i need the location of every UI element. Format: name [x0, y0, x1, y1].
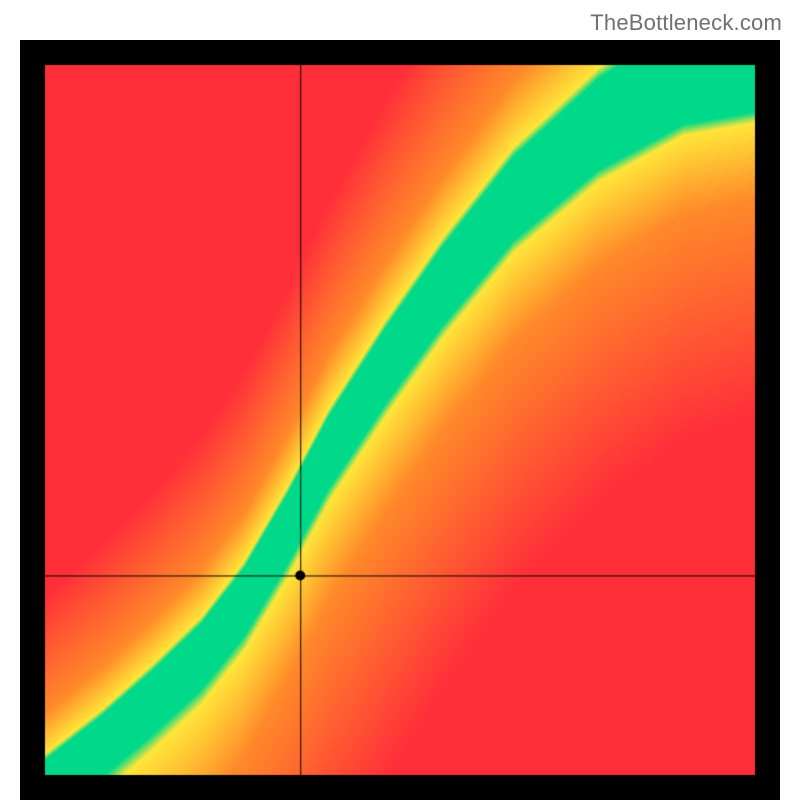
chart-container: TheBottleneck.com — [0, 0, 800, 800]
bottleneck-heatmap — [20, 40, 780, 800]
heatmap-frame — [0, 40, 800, 800]
watermark-text: TheBottleneck.com — [590, 10, 782, 36]
